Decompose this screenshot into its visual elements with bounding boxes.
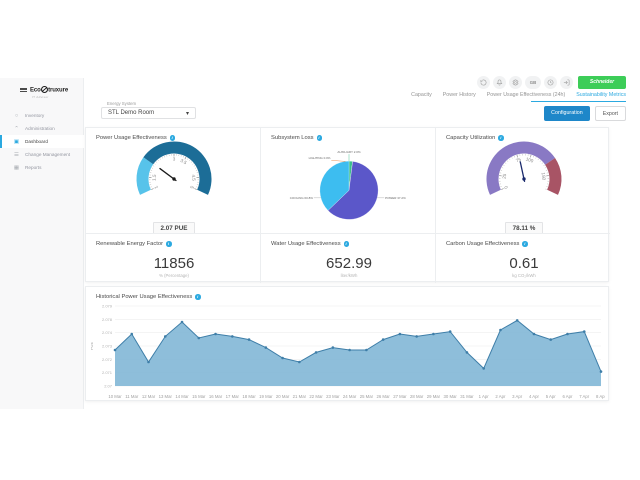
- svg-text:11 Mar: 11 Mar: [125, 394, 139, 399]
- svg-text:2.078: 2.078: [102, 317, 113, 322]
- svg-text:4.5: 4.5: [191, 174, 196, 181]
- svg-text:10 Mar: 10 Mar: [108, 394, 122, 399]
- svg-text:13 Mar: 13 Mar: [159, 394, 173, 399]
- svg-text:2 Apr: 2 Apr: [495, 394, 506, 399]
- svg-text:5 Apr: 5 Apr: [546, 394, 557, 399]
- svg-text:15 Mar: 15 Mar: [192, 394, 206, 399]
- svg-text:8 Apr: 8 Apr: [596, 394, 605, 399]
- svg-text:12 Mar: 12 Mar: [142, 394, 156, 399]
- svg-text:24 Mar: 24 Mar: [343, 394, 357, 399]
- svg-text:30 Mar: 30 Mar: [443, 394, 457, 399]
- svg-text:100: 100: [525, 157, 534, 164]
- svg-text:23 Mar: 23 Mar: [326, 394, 340, 399]
- svg-text:LIGHTING 0.0%: LIGHTING 0.0%: [309, 156, 331, 160]
- svg-text:1.5: 1.5: [152, 174, 157, 181]
- svg-text:2.079: 2.079: [102, 304, 113, 309]
- svg-text:1: 1: [153, 185, 159, 190]
- svg-text:2.073: 2.073: [102, 344, 113, 349]
- svg-text:2.074: 2.074: [102, 330, 113, 335]
- svg-text:COOLING 60.8%: COOLING 60.8%: [290, 196, 314, 200]
- svg-text:2.07: 2.07: [104, 384, 113, 389]
- svg-text:31 Mar: 31 Mar: [460, 394, 474, 399]
- svg-text:3: 3: [173, 157, 176, 162]
- svg-text:28 Mar: 28 Mar: [410, 394, 424, 399]
- svg-text:6 Apr: 6 Apr: [562, 394, 573, 399]
- svg-text:3.5: 3.5: [180, 158, 188, 166]
- svg-text:20 Mar: 20 Mar: [276, 394, 290, 399]
- svg-text:25 Mar: 25 Mar: [360, 394, 374, 399]
- svg-text:18 Mar: 18 Mar: [242, 394, 256, 399]
- svg-text:25: 25: [502, 173, 508, 179]
- svg-text:22 Mar: 22 Mar: [309, 394, 323, 399]
- svg-text:26 Mar: 26 Mar: [376, 394, 390, 399]
- svg-text:19 Mar: 19 Mar: [259, 394, 273, 399]
- svg-text:POWER 37.2%: POWER 37.2%: [385, 196, 406, 200]
- svg-text:29 Mar: 29 Mar: [427, 394, 441, 399]
- svg-text:7 Apr: 7 Apr: [579, 394, 590, 399]
- svg-text:21 Mar: 21 Mar: [293, 394, 307, 399]
- svg-text:150: 150: [541, 172, 547, 181]
- svg-text:14 Mar: 14 Mar: [175, 394, 189, 399]
- svg-text:4 Apr: 4 Apr: [529, 394, 540, 399]
- svg-text:2.071: 2.071: [102, 370, 113, 375]
- svg-text:AUXILIARY 2.0%: AUXILIARY 2.0%: [337, 150, 361, 154]
- svg-text:2.072: 2.072: [102, 357, 113, 362]
- svg-text:0: 0: [503, 185, 509, 190]
- svg-text:1 Apr: 1 Apr: [479, 394, 490, 399]
- svg-text:5: 5: [189, 185, 195, 190]
- svg-text:PUE: PUE: [91, 342, 94, 351]
- svg-text:3 Apr: 3 Apr: [512, 394, 523, 399]
- svg-text:27 Mar: 27 Mar: [393, 394, 407, 399]
- svg-text:17 Mar: 17 Mar: [226, 394, 240, 399]
- svg-text:16 Mar: 16 Mar: [209, 394, 223, 399]
